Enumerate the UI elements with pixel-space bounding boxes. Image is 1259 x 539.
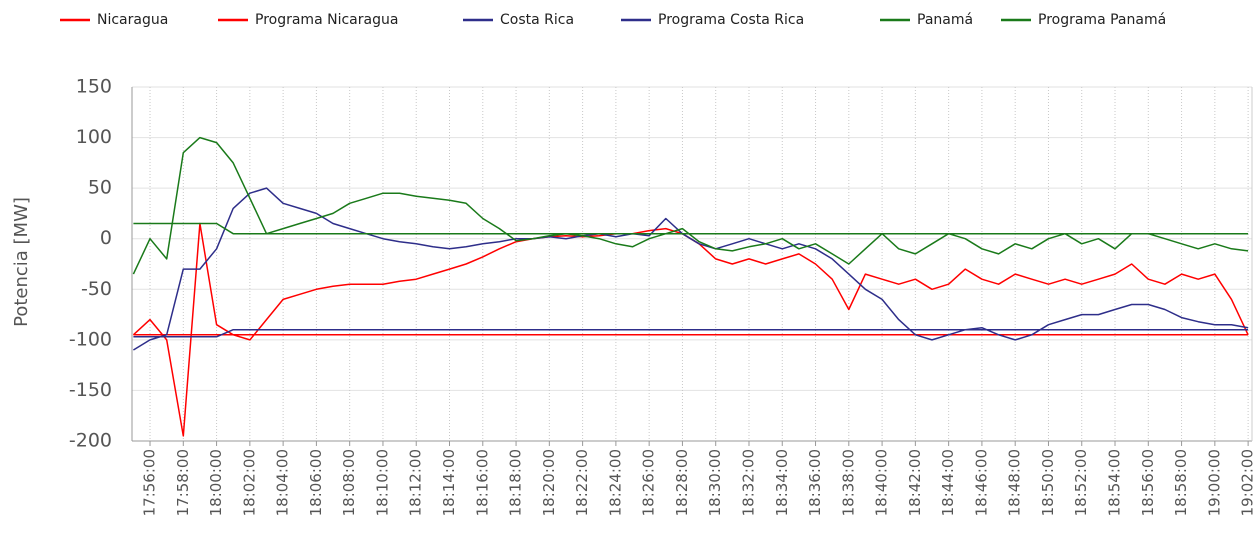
x-tick-label: 18:48:00 xyxy=(1006,449,1024,516)
x-tick-label: 18:56:00 xyxy=(1139,449,1157,516)
legend-label: Nicaragua xyxy=(97,12,168,28)
x-tick-label: 18:02:00 xyxy=(240,449,258,516)
x-tick-label: 18:50:00 xyxy=(1039,449,1057,516)
legend-label: Panamá xyxy=(917,12,973,28)
x-tick-label: 18:22:00 xyxy=(573,449,591,516)
x-tick-label: 18:30:00 xyxy=(706,449,724,516)
series-line xyxy=(132,136,1249,275)
x-tick-label: 18:06:00 xyxy=(307,449,325,516)
y-tick-label: -200 xyxy=(69,430,112,452)
series-line xyxy=(133,187,1249,351)
x-tick-label: 18:00:00 xyxy=(207,449,225,516)
y-tick-label: 100 xyxy=(76,126,112,148)
legend-label: Costa Rica xyxy=(500,12,574,28)
y-tick-label: -100 xyxy=(69,328,112,350)
x-tick-label: 17:58:00 xyxy=(174,449,192,516)
x-tick-label: 18:54:00 xyxy=(1106,449,1124,516)
x-tick-label: 18:46:00 xyxy=(972,449,990,516)
y-tick-label: -150 xyxy=(69,379,112,401)
x-tick-label: 19:02:00 xyxy=(1239,449,1257,516)
x-tick-label: 18:58:00 xyxy=(1172,449,1190,516)
y-tick-label: 0 xyxy=(100,227,112,249)
y-tick-label: 50 xyxy=(88,177,112,199)
x-tick-label: 18:36:00 xyxy=(806,449,824,516)
x-tick-label: 18:40:00 xyxy=(873,449,891,516)
y-tick-label: 150 xyxy=(76,76,112,98)
x-tick-label: 18:34:00 xyxy=(773,449,791,516)
legend-label: Programa Costa Rica xyxy=(658,12,804,28)
y-axis-label: Potencia [MW] xyxy=(11,197,32,327)
x-tick-label: 18:32:00 xyxy=(739,449,757,516)
x-tick-label: 18:14:00 xyxy=(440,449,458,516)
x-tick-label: 18:42:00 xyxy=(906,449,924,516)
x-tick-label: 18:20:00 xyxy=(540,449,558,516)
x-tick-label: 18:38:00 xyxy=(839,449,857,516)
x-tick-label: 19:00:00 xyxy=(1205,449,1223,516)
x-tick-label: 18:08:00 xyxy=(340,449,358,516)
x-tick-label: 18:26:00 xyxy=(640,449,658,516)
y-tick-label: -50 xyxy=(81,278,112,300)
x-tick-label: 18:04:00 xyxy=(274,449,292,516)
legend-label: Programa Panamá xyxy=(1038,12,1166,28)
x-tick-label: 18:10:00 xyxy=(373,449,391,516)
series-line xyxy=(133,222,1249,235)
x-tick-label: 18:18:00 xyxy=(507,449,525,516)
x-tick-label: 18:28:00 xyxy=(673,449,691,516)
x-tick-label: 18:52:00 xyxy=(1072,449,1090,516)
x-tick-label: 18:24:00 xyxy=(606,449,624,516)
series-line xyxy=(133,328,1249,338)
x-tick-label: 18:16:00 xyxy=(473,449,491,516)
x-tick-label: 17:56:00 xyxy=(141,449,159,516)
x-tick-label: 18:44:00 xyxy=(939,449,957,516)
legend-label: Programa Nicaragua xyxy=(255,12,398,28)
x-tick-label: 18:12:00 xyxy=(407,449,425,516)
